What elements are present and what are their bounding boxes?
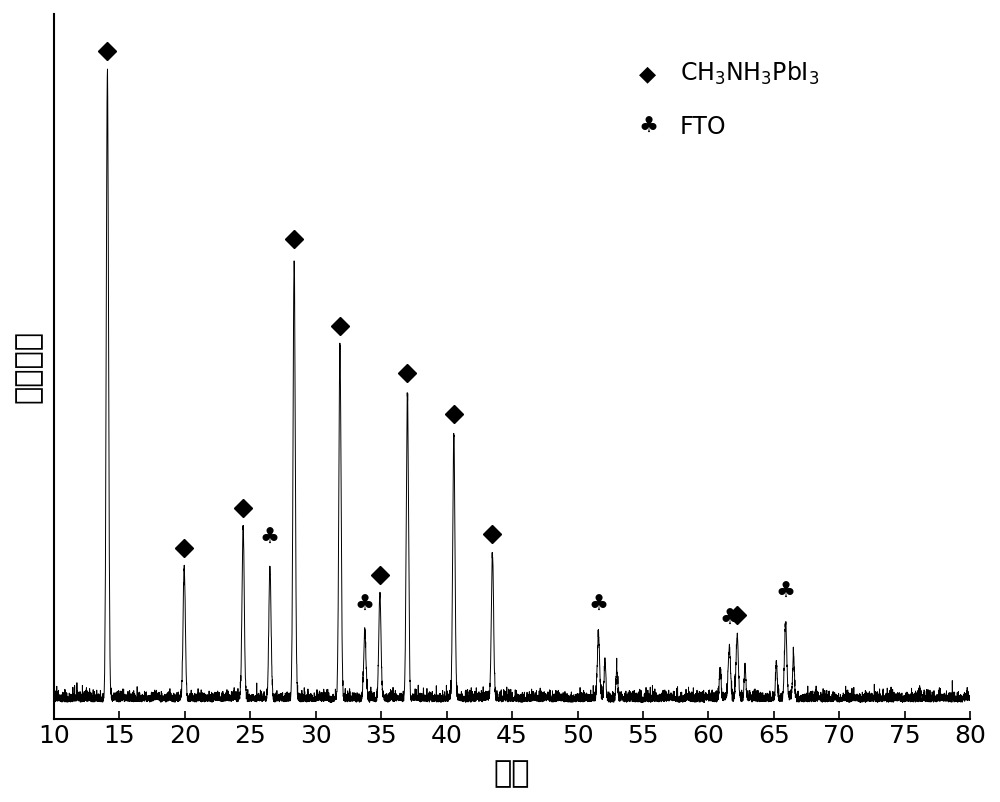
- Text: ♣: ♣: [588, 595, 608, 615]
- Text: ♣: ♣: [639, 117, 659, 136]
- X-axis label: 角度: 角度: [494, 759, 530, 788]
- Text: ♣: ♣: [260, 528, 280, 548]
- Text: ◆: ◆: [639, 64, 656, 84]
- Y-axis label: 相对强度: 相对强度: [14, 330, 43, 403]
- Text: FTO: FTO: [680, 115, 726, 139]
- Text: ♣: ♣: [355, 595, 375, 615]
- Text: CH$_3$NH$_3$PbI$_3$: CH$_3$NH$_3$PbI$_3$: [680, 60, 819, 87]
- Text: ♣: ♣: [719, 609, 739, 629]
- Text: ♣: ♣: [776, 581, 796, 602]
